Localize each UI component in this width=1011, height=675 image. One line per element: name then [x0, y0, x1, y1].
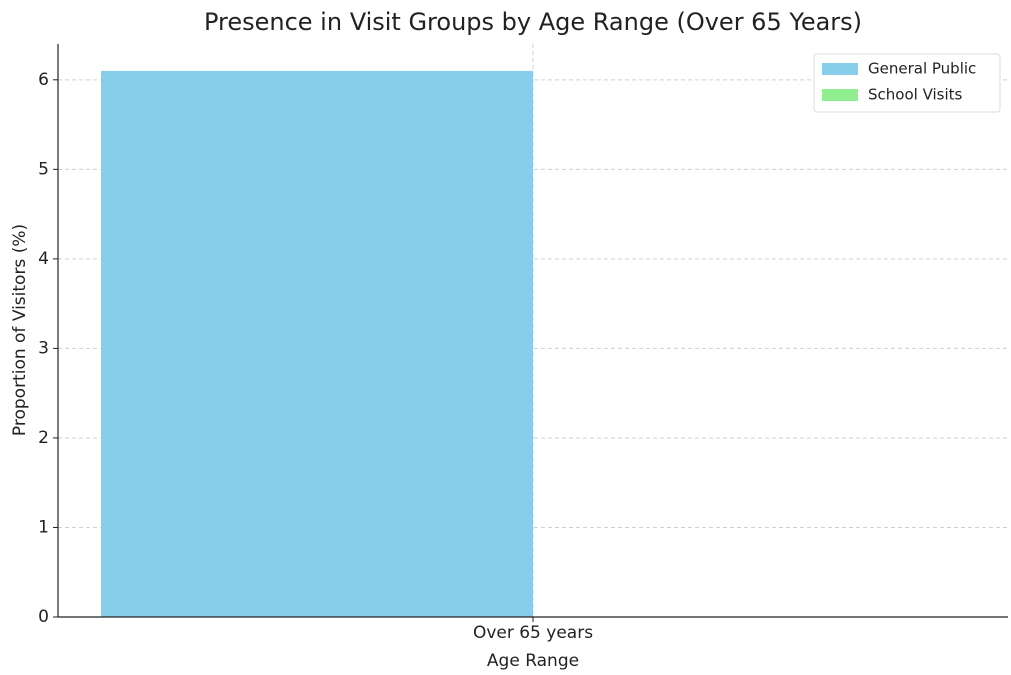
- legend-swatch: [822, 63, 858, 75]
- y-tick-label: 0: [38, 607, 49, 627]
- y-tick-label: 6: [38, 70, 49, 90]
- x-tick-label: Over 65 years: [473, 623, 593, 643]
- legend-label: General Public: [868, 60, 976, 78]
- y-tick-label: 2: [38, 428, 49, 448]
- y-tick-label: 5: [38, 159, 49, 179]
- legend-label: School Visits: [868, 86, 963, 104]
- y-tick-label: 4: [38, 249, 49, 269]
- chart-title: Presence in Visit Groups by Age Range (O…: [204, 8, 862, 36]
- y-tick-label: 3: [38, 338, 49, 358]
- x-axis-label: Age Range: [487, 651, 579, 671]
- bar: [101, 70, 533, 617]
- legend-box: [813, 53, 1001, 113]
- y-tick-label: 1: [38, 517, 49, 537]
- legend-swatch: [822, 89, 858, 101]
- y-axis-label: Proportion of Visitors (%): [10, 224, 30, 436]
